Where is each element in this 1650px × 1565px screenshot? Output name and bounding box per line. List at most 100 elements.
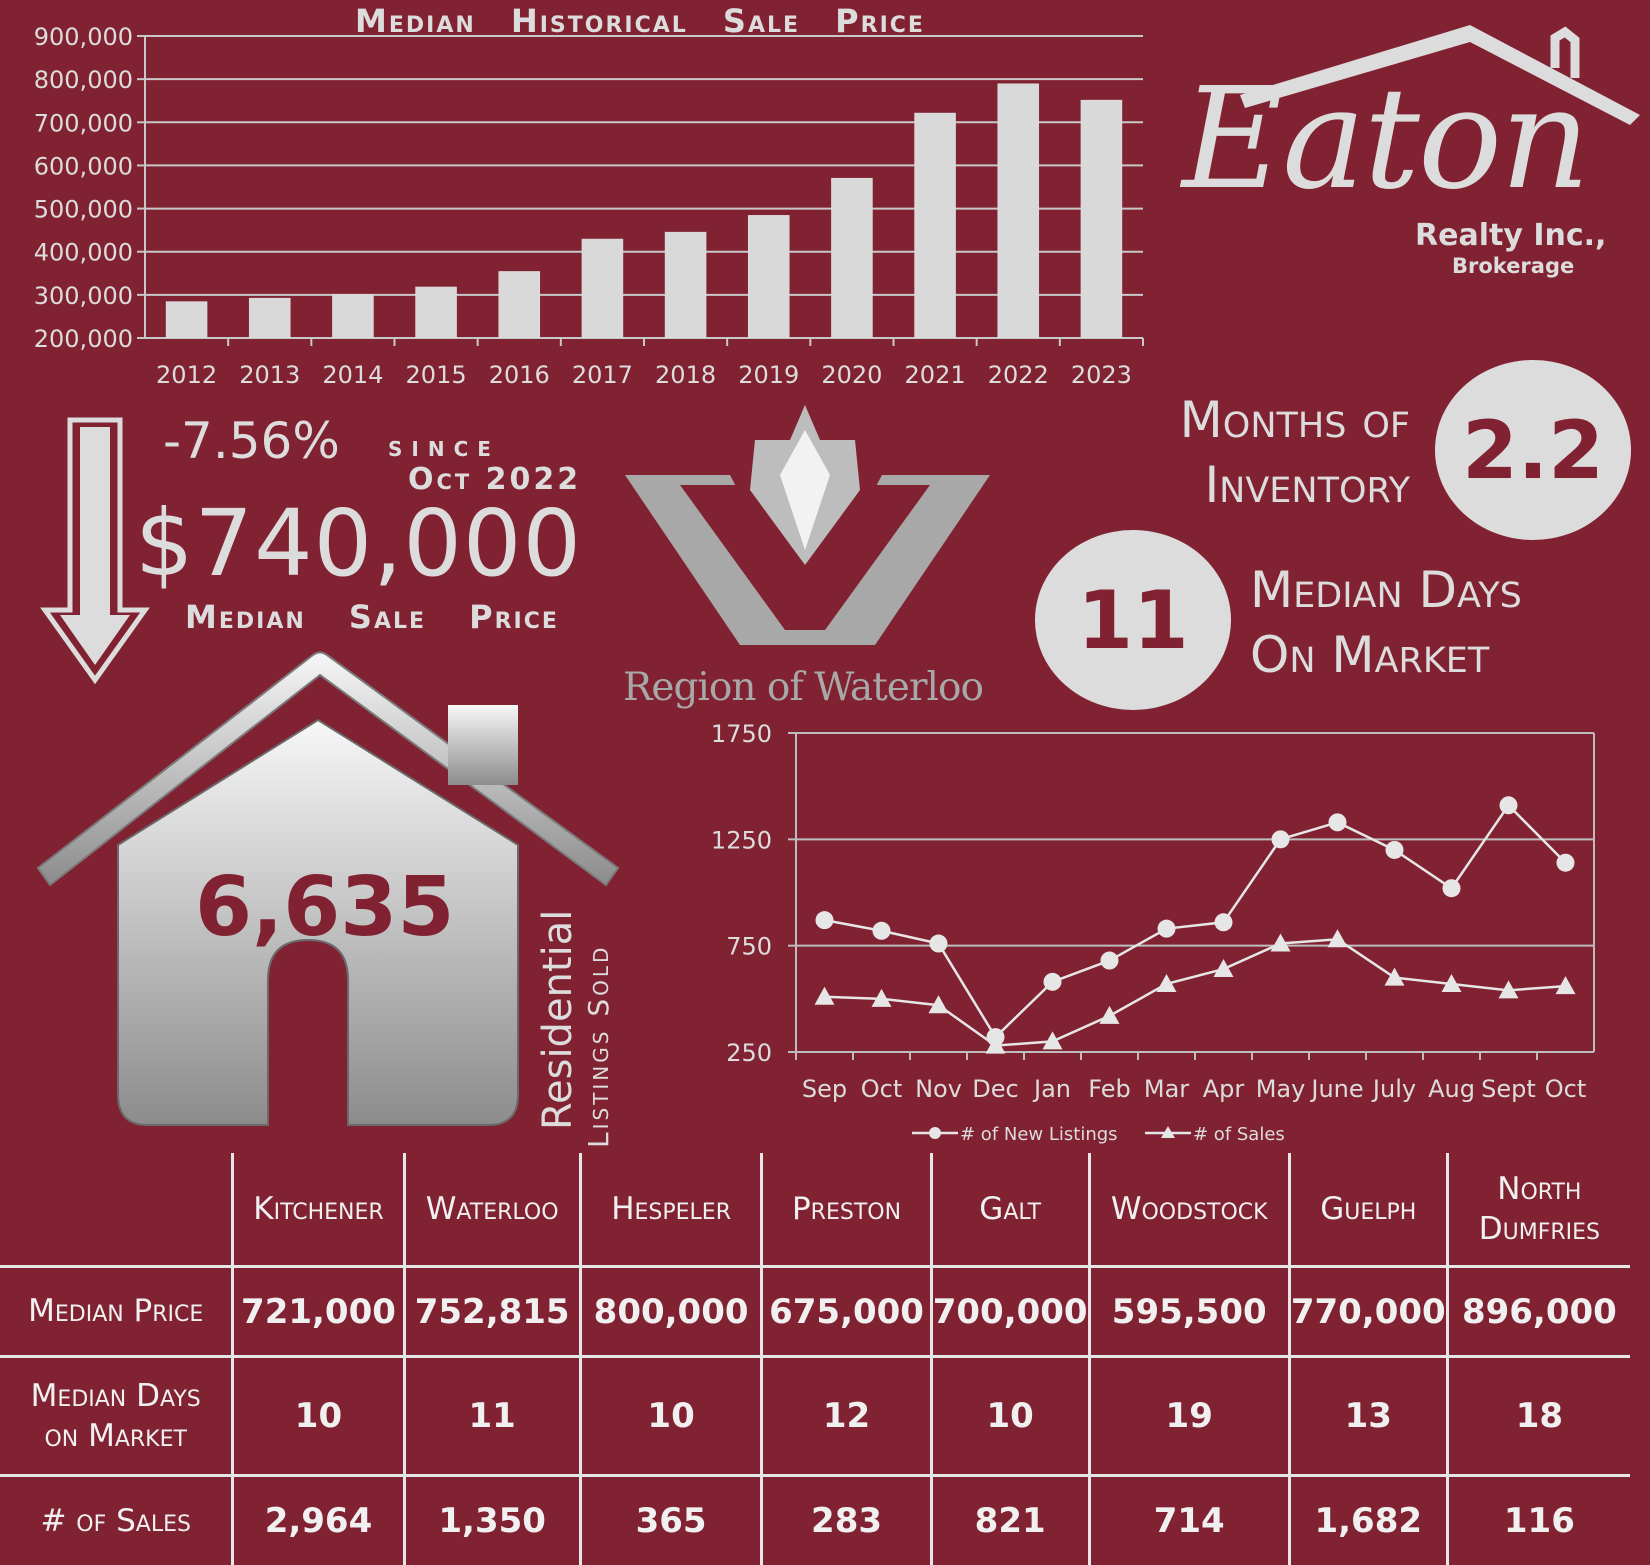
line-x-tick-label: Apr xyxy=(1203,1075,1245,1103)
new-listings-point xyxy=(1329,813,1347,831)
col-hespeler: Hespeler xyxy=(580,1153,762,1267)
table-row: # of Sales 2,964 1,350 365 283 821 714 1… xyxy=(0,1476,1630,1565)
line-y-tick-label: 750 xyxy=(726,933,772,961)
col-kitchener: Kitchener xyxy=(233,1153,404,1267)
sales-point xyxy=(1214,959,1234,977)
bar-x-tick-label: 2023 xyxy=(1071,361,1132,389)
table-cell: 752,815 xyxy=(404,1267,580,1357)
sales-point xyxy=(1100,1006,1120,1024)
col-galt: Galt xyxy=(931,1153,1089,1267)
line-x-tick-label: Aug xyxy=(1428,1075,1475,1103)
line-x-tick-label: Dec xyxy=(972,1075,1018,1103)
bar-x-tick-label: 2016 xyxy=(489,361,550,389)
legend-label: # of Sales xyxy=(1193,1124,1285,1145)
table-cell: 1,682 xyxy=(1289,1476,1447,1565)
bar-x-tick-label: 2013 xyxy=(239,361,300,389)
sales-point xyxy=(1499,980,1519,998)
table-cell: 896,000 xyxy=(1447,1267,1630,1357)
bar xyxy=(997,83,1039,338)
bar xyxy=(166,301,208,338)
col-waterloo: Waterloo xyxy=(404,1153,580,1267)
table-cell: 1,350 xyxy=(404,1476,580,1565)
bar-y-tick-label: 300,000 xyxy=(34,282,133,310)
line-x-tick-label: June xyxy=(1309,1075,1363,1103)
bar xyxy=(415,287,457,338)
table-cell: 10 xyxy=(931,1357,1089,1476)
table-cell: 821 xyxy=(931,1476,1089,1565)
new-listings-point xyxy=(1557,854,1575,872)
col-north-dumfries-label: North Dumfries xyxy=(1464,1169,1614,1250)
region-of-waterloo-emblem xyxy=(620,400,1000,650)
line-x-tick-label: Sept xyxy=(1481,1075,1536,1103)
months-label-line2: Inventory xyxy=(1140,453,1410,518)
line-x-tick-label: Nov xyxy=(915,1075,962,1103)
col-north-dumfries: North Dumfries xyxy=(1447,1153,1630,1267)
line-x-tick-label: Mar xyxy=(1144,1075,1189,1103)
median-sale-price: $740,000 xyxy=(135,498,582,590)
bar xyxy=(249,298,291,338)
since-label: since xyxy=(388,430,500,463)
bar-x-tick-label: 2018 xyxy=(655,361,716,389)
bar xyxy=(665,232,707,338)
bar xyxy=(748,215,790,338)
bar xyxy=(498,271,540,338)
line-x-tick-label: Jan xyxy=(1032,1075,1071,1103)
row-label-median-price: Median Price xyxy=(0,1267,233,1357)
table-cell: 365 xyxy=(580,1476,762,1565)
sales-point xyxy=(1442,974,1462,992)
table-row: Median Price 721,000 752,815 800,000 675… xyxy=(0,1267,1630,1357)
line-x-tick-label: Oct xyxy=(861,1075,903,1103)
col-guelph: Guelph xyxy=(1289,1153,1447,1267)
table-corner xyxy=(0,1153,233,1267)
row-label-sales: # of Sales xyxy=(0,1476,233,1565)
table-cell: 13 xyxy=(1289,1357,1447,1476)
bar-y-tick-label: 500,000 xyxy=(34,196,133,224)
col-woodstock: Woodstock xyxy=(1089,1153,1289,1267)
sales-point xyxy=(1385,968,1405,986)
bar-y-tick-label: 400,000 xyxy=(34,239,133,267)
months-of-inventory-value: 2.2 xyxy=(1435,360,1631,540)
table-cell: 10 xyxy=(580,1357,762,1476)
median-days-label: Median Days On Market xyxy=(1250,558,1522,688)
line-x-tick-label: May xyxy=(1256,1075,1306,1103)
sales-point xyxy=(1556,976,1576,994)
new-listings-point xyxy=(1158,920,1176,938)
row-label-median-days-text: Median Days on Market xyxy=(16,1376,216,1457)
row-label-median-days: Median Days on Market xyxy=(0,1357,233,1476)
days-label-line1: Median Days xyxy=(1250,558,1522,623)
bar-x-tick-label: 2019 xyxy=(738,361,799,389)
table-cell: 595,500 xyxy=(1089,1267,1289,1357)
col-preston: Preston xyxy=(762,1153,931,1267)
bar-y-tick-label: 600,000 xyxy=(34,152,133,180)
city-stats-table: Kitchener Waterloo Hespeler Preston Galt… xyxy=(0,1153,1630,1565)
bar xyxy=(1081,100,1123,338)
median-days-value: 11 xyxy=(1035,530,1231,710)
bar-x-tick-label: 2017 xyxy=(572,361,633,389)
bar xyxy=(914,113,956,338)
sales-point xyxy=(872,989,892,1007)
bar-x-tick-label: 2014 xyxy=(322,361,383,389)
table-cell: 770,000 xyxy=(1289,1267,1447,1357)
table-cell: 700,000 xyxy=(931,1267,1089,1357)
legend-label: # of New Listings xyxy=(960,1124,1118,1145)
eaton-logo-line1: Realty Inc., xyxy=(1415,218,1606,253)
bar-x-tick-label: 2015 xyxy=(406,361,467,389)
line-x-tick-label: Oct xyxy=(1545,1075,1587,1103)
new-listings-point xyxy=(1500,796,1518,814)
bar-y-tick-label: 200,000 xyxy=(34,325,133,353)
table-row: Median Days on Market 10 11 10 12 10 19 … xyxy=(0,1357,1630,1476)
new-listings-point xyxy=(1101,952,1119,970)
table-cell: 10 xyxy=(233,1357,404,1476)
bar xyxy=(582,239,624,338)
median-sale-price-label: Median Sale Price xyxy=(185,598,559,636)
line-y-tick-label: 1250 xyxy=(711,826,772,854)
down-arrow-icon xyxy=(40,415,150,685)
sales-point xyxy=(929,995,949,1013)
new-listings-point xyxy=(1044,973,1062,991)
region-of-waterloo-text: Region of Waterloo xyxy=(623,665,983,710)
sales-point xyxy=(986,1036,1006,1054)
eaton-logo-name: Eaton xyxy=(1182,70,1588,210)
sales-point xyxy=(815,987,835,1005)
legend-circle-marker xyxy=(929,1127,941,1139)
new-listings-point xyxy=(987,1028,1005,1046)
